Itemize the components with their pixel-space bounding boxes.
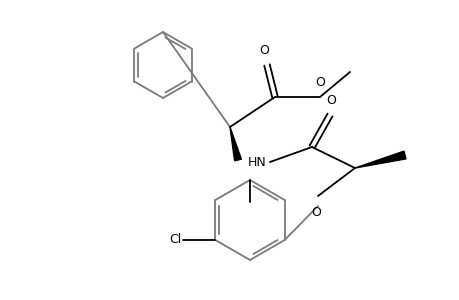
Polygon shape — [354, 151, 405, 168]
Text: O: O — [310, 206, 320, 219]
Text: O: O — [314, 76, 324, 89]
Text: Cl: Cl — [169, 233, 181, 247]
Text: HN: HN — [247, 155, 266, 169]
Polygon shape — [230, 127, 241, 161]
Text: O: O — [325, 94, 335, 107]
Text: O: O — [258, 44, 269, 57]
